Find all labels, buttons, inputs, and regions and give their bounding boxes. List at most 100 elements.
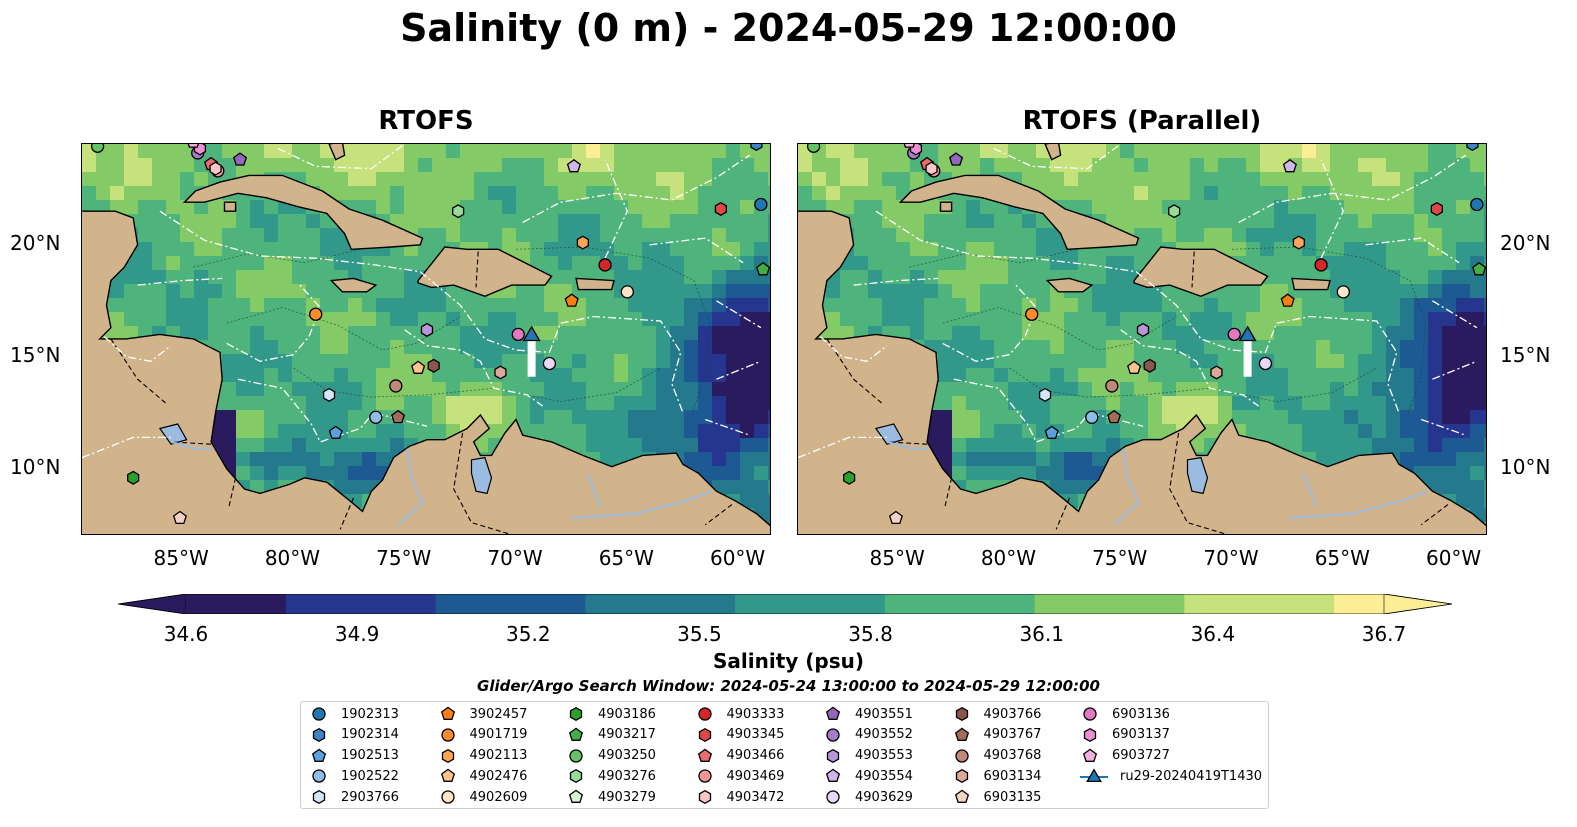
colorbar-segment (186, 594, 237, 614)
rivers (886, 440, 1429, 526)
legend-marker-icon (312, 727, 326, 742)
colorbar-segment (235, 594, 287, 614)
legend-marker-icon (569, 706, 583, 722)
colorbar-segment (285, 594, 337, 614)
colorbar-segment (435, 594, 486, 614)
legend-pentagon-icon (311, 748, 327, 762)
float-marker-6903134 (494, 365, 507, 380)
float-marker-4903250 (806, 144, 821, 153)
colorbar-segment (485, 594, 536, 614)
float-marker-4902609 (620, 285, 634, 299)
legend-item-4903186: 4903186 (566, 704, 656, 724)
float-marker-4903472 (209, 161, 222, 176)
figure-title: Salinity (0 m) - 2024-05-29 12:00:00 (400, 6, 1177, 50)
legend-label: 1902313 (341, 706, 399, 722)
colorbar-tick-label: 36.7 (1361, 622, 1407, 646)
lon-tick-label: 60°W (1425, 546, 1482, 570)
legend-item-4902476: 4902476 (438, 766, 528, 786)
legend-hexagon-icon (955, 706, 968, 722)
legend-marker-icon (826, 728, 840, 742)
legend-marker-icon (825, 706, 841, 720)
legend-circle-icon (440, 728, 455, 742)
legend-item-4903333: 4903333 (695, 704, 784, 724)
country-borders (826, 251, 1449, 534)
legend-label: 4903768 (983, 748, 1042, 764)
float-marker-4903217 (756, 261, 770, 276)
float-marker-4903333 (1314, 258, 1328, 272)
float-marker-6903136 (511, 327, 525, 342)
rivers (170, 440, 713, 526)
map-panel-rtofs[interactable] (81, 143, 771, 535)
legend-label: 4903217 (598, 727, 656, 743)
legend-marker-icon (568, 789, 584, 804)
legend-marker-icon (697, 769, 712, 784)
glider-track (1243, 340, 1252, 377)
eez-boundaries (798, 144, 1478, 459)
legend-label: 4902609 (469, 789, 528, 805)
legend-hexagon-icon (569, 706, 583, 722)
legend-marker-icon (698, 790, 711, 805)
legend-item-4903629: 4903629 (823, 787, 913, 807)
colorbar-segment (735, 594, 786, 614)
legend-label: 4902476 (469, 768, 528, 784)
legend-hexagon-icon (312, 727, 326, 742)
legend-item-4903554: 4903554 (823, 766, 913, 786)
legend-item-1902522: 1902522 (309, 766, 399, 786)
colorbar-segment (1334, 594, 1385, 614)
colorbar-tick-label: 35.8 (848, 622, 893, 646)
legend-label: 4903186 (598, 706, 656, 722)
salinity-colorbar (118, 594, 1452, 614)
legend-marker-icon (1080, 768, 1108, 783)
legend-hexagon-icon (1083, 727, 1097, 742)
legend-marker-icon (441, 748, 454, 763)
float-marker-4903276 (1168, 204, 1181, 219)
legend-circle-icon (697, 707, 712, 721)
float-marker-3902457 (1280, 293, 1295, 307)
colorbar-segment (535, 594, 586, 614)
legend-item-4902113: 4902113 (438, 746, 527, 766)
glider-marker (1238, 325, 1257, 342)
float-marker-4903554 (1282, 158, 1297, 173)
float-marker-1902522 (1085, 410, 1099, 424)
legend-marker-icon (440, 706, 455, 720)
legend-marker-icon (697, 748, 712, 762)
legend-item-4903345: 4903345 (695, 725, 785, 745)
legend-label: 6903727 (1112, 748, 1170, 764)
colorbar-segment (785, 594, 836, 614)
legend-item-6903134: 6903134 (952, 766, 1041, 786)
legend-item-4903276: 4903276 (566, 766, 656, 786)
float-marker-1902313 (754, 197, 768, 212)
legend-marker-icon (312, 790, 326, 805)
float-marker-1902513 (328, 425, 343, 439)
float-marker-4903217 (1472, 261, 1486, 276)
map-panel-rtofs-parallel[interactable] (797, 143, 1487, 535)
legend-marker-icon (440, 768, 455, 783)
legend-label: 4903469 (726, 768, 785, 784)
legend-label: 4903276 (598, 768, 656, 784)
legend-item-4902609: 4902609 (438, 787, 528, 807)
legend-pentagon-icon (568, 789, 584, 804)
colorbar-segment (884, 594, 936, 614)
legend-item-6903135: 6903135 (952, 787, 1041, 807)
legend-hexagon-icon (569, 769, 583, 784)
colorbar-tick-label: 34.6 (163, 622, 209, 646)
legend-circle-icon (826, 790, 840, 804)
colorbar-extend-high (1383, 594, 1452, 614)
legend-label: 4903345 (726, 727, 785, 743)
legend-label: 4903472 (726, 789, 785, 805)
legend-marker-icon (697, 707, 712, 721)
colorbar-segment (585, 594, 636, 614)
legend-marker-icon (312, 707, 326, 721)
legend-item-4903279: 4903279 (566, 787, 656, 807)
legend-pentagon-icon (954, 727, 969, 741)
legend-pentagon-icon (825, 768, 841, 783)
lon-tick-label: 70°W (487, 546, 543, 570)
bathymetry-contours (909, 246, 1427, 416)
bathymetry-contours (193, 246, 711, 416)
legend-pentagon-icon (1082, 748, 1098, 762)
legend-label: 4903553 (855, 748, 913, 764)
float-marker-4903345 (1430, 201, 1443, 217)
colorbar-tick-label: 36.4 (1190, 622, 1236, 646)
legend-label: 4903279 (598, 789, 656, 805)
legend-label: 4903629 (855, 789, 913, 805)
